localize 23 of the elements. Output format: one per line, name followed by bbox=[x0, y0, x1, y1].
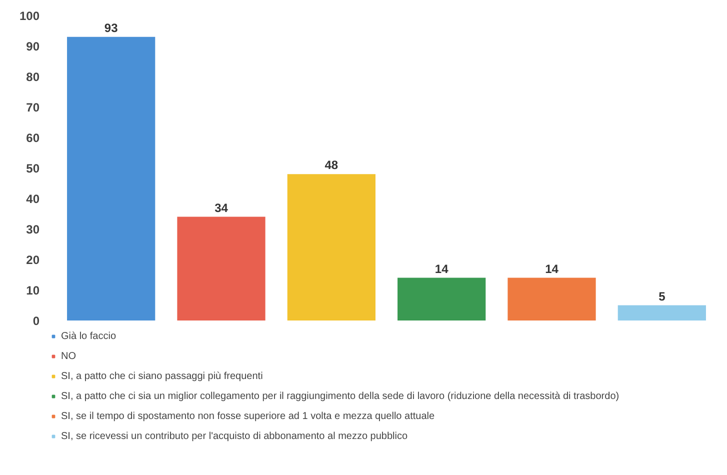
y-tick-label: 40 bbox=[26, 192, 40, 206]
y-tick-label: 100 bbox=[19, 9, 40, 23]
y-tick-label: 10 bbox=[26, 284, 40, 298]
y-tick-label: 30 bbox=[26, 222, 40, 236]
data-label: 5 bbox=[658, 289, 666, 304]
data-label: 34 bbox=[214, 200, 228, 215]
y-tick-label: 50 bbox=[26, 162, 40, 176]
data-label: 93 bbox=[104, 20, 118, 35]
legend-label: SI, a patto che ci sia un miglior collegamento per il raggiungimento della sede di lavoro (riduzione della necessità di trasbordo) bbox=[61, 390, 620, 402]
legend-label: NO bbox=[61, 350, 77, 362]
y-tick-label: 70 bbox=[26, 100, 40, 114]
legend-label: SI, a patto che ci siano passaggi più frequenti bbox=[61, 370, 263, 382]
legend-label: SI, se ricevessi un contributo per l'acquisto di abbonamento al mezzo pubblico bbox=[61, 430, 408, 442]
y-tick-label: 90 bbox=[26, 40, 40, 54]
y-tick-label: 60 bbox=[26, 131, 40, 145]
data-label: 14 bbox=[545, 262, 559, 276]
legend-label: Già lo faccio bbox=[61, 330, 116, 342]
data-label: 48 bbox=[324, 158, 338, 172]
legend-label: SI, se il tempo di spostamento non fosse superiore ad 1 volta e mezza quello attuale bbox=[61, 410, 435, 422]
y-tick-label: 20 bbox=[26, 253, 40, 267]
y-tick-label: 0 bbox=[32, 314, 40, 328]
y-tick-label: 80 bbox=[26, 70, 40, 84]
data-label: 14 bbox=[434, 262, 449, 276]
